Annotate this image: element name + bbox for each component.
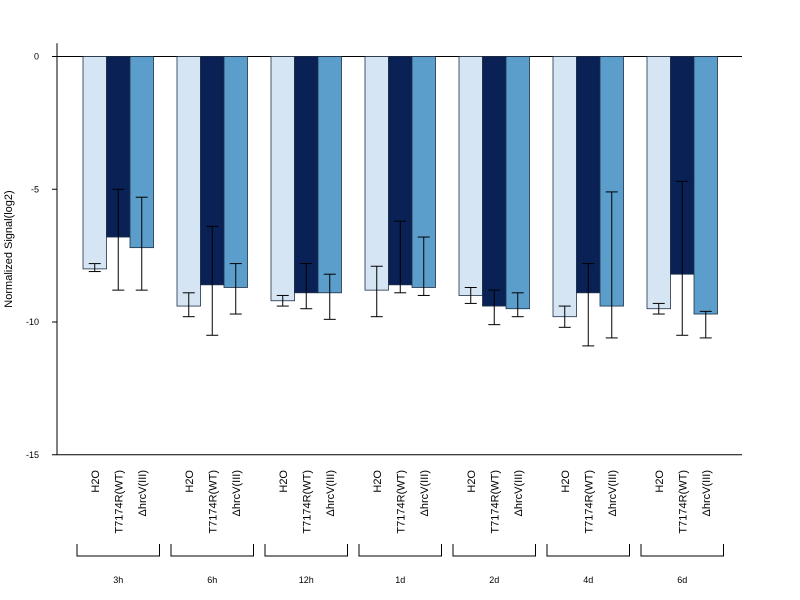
bar [176,56,201,307]
bar-label: ΔhrcV(III) [325,470,337,516]
bars [82,56,718,318]
bar [552,56,577,318]
y-tick-label: 0 [34,52,39,62]
bar [317,56,342,294]
bar-label: T7174R(WT) [489,470,501,534]
bar-label: ΔhrcV(III) [137,470,149,516]
bar [505,56,530,310]
bar-label: H2O [654,470,666,493]
bar [223,56,248,288]
group-bracket [452,544,536,557]
bar-label: ΔhrcV(III) [231,470,243,516]
error-bars [88,180,712,347]
group-label: 1d [395,575,405,585]
bar-label: H2O [90,470,102,493]
group-bracket [546,544,630,557]
bar-label: H2O [466,470,478,493]
group-bracket [170,544,254,557]
bar-label: H2O [560,470,572,493]
group-label: 3h [113,575,123,585]
bar-label: T7174R(WT) [583,470,595,534]
bar-labels: H2O T7174R(WT) ΔhrcV(III) H2O T7174R(WT) Δhrc… [90,470,713,534]
group-label: 6h [207,575,217,585]
y-axis-label: Normalized Signal(log2) [3,190,15,307]
bar [458,56,483,296]
bar-label: T7174R(WT) [677,470,689,534]
y-tick-label: -5 [31,184,39,194]
bar [364,56,389,291]
bar-label: T7174R(WT) [301,470,313,534]
bar [482,56,507,307]
bar [576,56,601,294]
bar-label: ΔhrcV(III) [419,470,431,516]
bar-label: T7174R(WT) [113,470,125,534]
y-tick-label: -10 [26,317,39,327]
bar-label: T7174R(WT) [207,470,219,534]
bar-label: ΔhrcV(III) [607,470,619,516]
bar [294,56,319,294]
bar [82,56,107,270]
bar-label: T7174R(WT) [395,470,407,534]
bar-label: H2O [278,470,290,493]
bar [646,56,671,310]
bar-label: ΔhrcV(III) [513,470,525,516]
group-bracket [358,544,442,557]
group-label: 6d [677,575,687,585]
bar-label: ΔhrcV(III) [701,470,713,516]
bar-label: H2O [372,470,384,493]
y-tick-label: -15 [26,450,39,460]
group-label: 2d [489,575,499,585]
bar [270,56,295,302]
bar [693,56,718,315]
group-bracket [640,544,724,557]
group-label: 12h [299,575,314,585]
group-brackets: 3h 6h 12h 1d 2d 4d 6d [76,544,724,585]
bar-label: H2O [184,470,196,493]
group-label: 4d [583,575,593,585]
group-bracket [76,544,160,557]
group-bracket [264,544,348,557]
